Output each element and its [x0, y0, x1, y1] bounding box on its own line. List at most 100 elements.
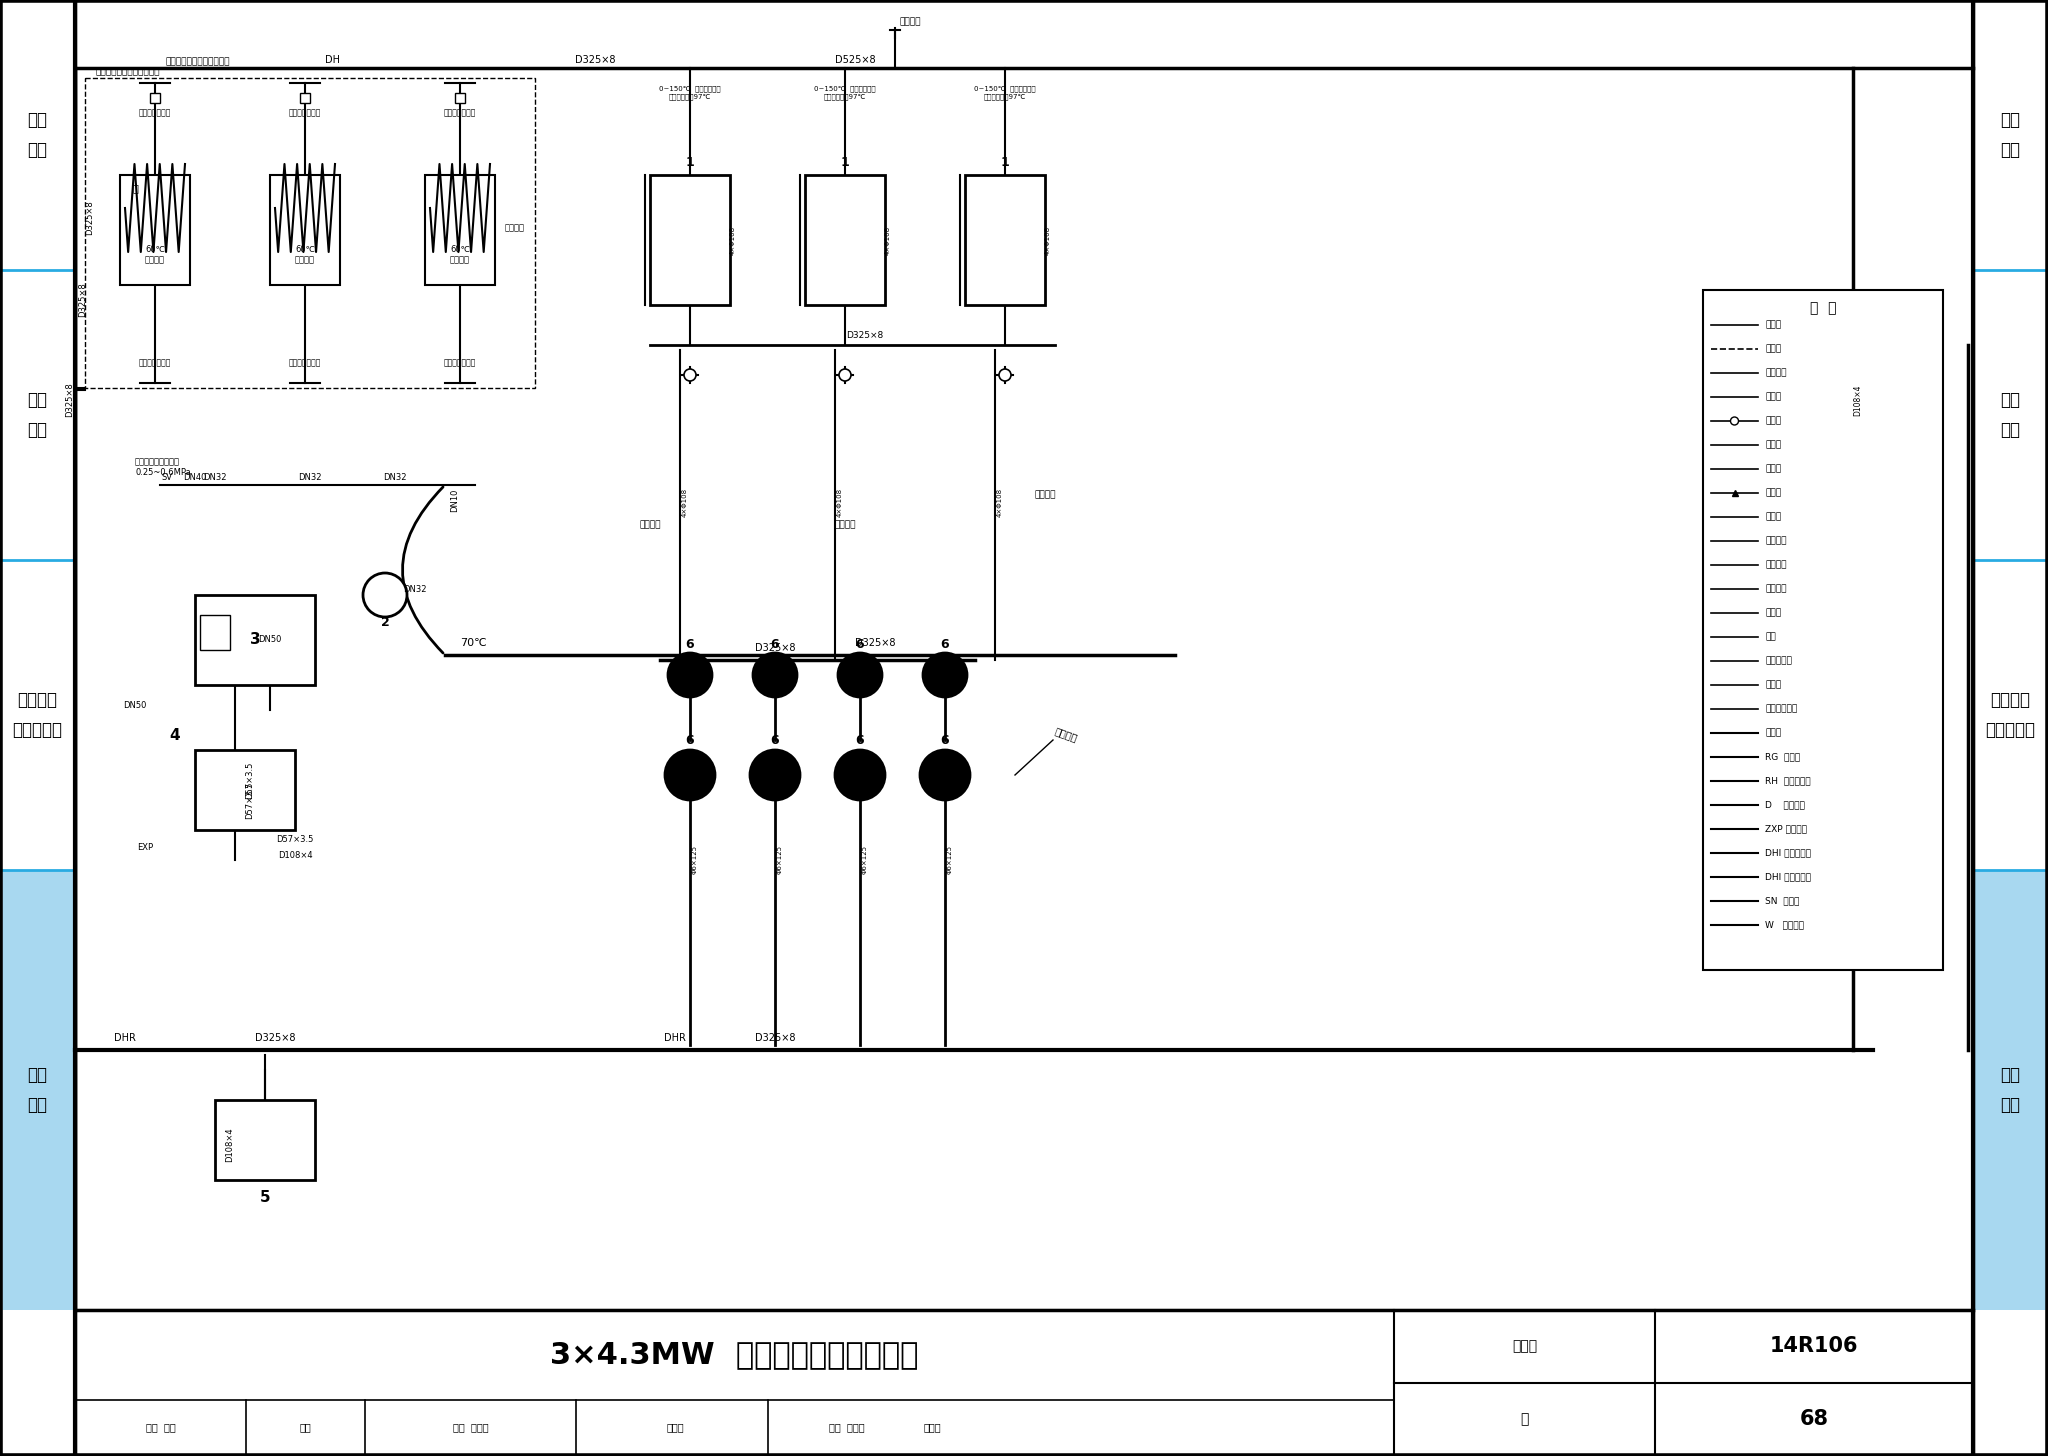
Text: D325×8: D325×8 — [86, 201, 94, 236]
Text: Φ6×125: Φ6×125 — [946, 846, 952, 875]
Text: D108×4: D108×4 — [279, 850, 311, 859]
Text: 输入热水: 输入热水 — [639, 520, 662, 530]
Text: 工程
实例: 工程 实例 — [2001, 1066, 2021, 1114]
Text: 6: 6 — [940, 639, 950, 651]
Text: DHR: DHR — [115, 1032, 135, 1042]
Text: 输入冷水: 输入冷水 — [1034, 491, 1057, 499]
Bar — [0, 0, 76, 1310]
Bar — [150, 93, 160, 103]
Bar — [121, 175, 190, 285]
Text: Φ6×125: Φ6×125 — [776, 846, 782, 875]
Circle shape — [666, 750, 715, 799]
Text: 图  例: 图 例 — [1810, 301, 1837, 314]
Text: W   自来水管: W 自来水管 — [1765, 920, 1804, 929]
Text: DN32: DN32 — [403, 585, 426, 594]
Text: D57×3.5: D57×3.5 — [246, 782, 254, 818]
Text: 采暖热水供水管: 采暖热水供水管 — [139, 109, 172, 118]
Text: 68: 68 — [1800, 1409, 1829, 1428]
Bar — [201, 614, 229, 649]
Text: 采暖热水供水管: 采暖热水供水管 — [444, 109, 477, 118]
Text: 温控三通: 温控三通 — [1765, 584, 1786, 594]
Text: 4×Φ108: 4×Φ108 — [997, 488, 1004, 517]
Text: 6: 6 — [770, 639, 780, 651]
Text: 页: 页 — [1520, 1412, 1528, 1425]
Text: DN40: DN40 — [184, 473, 207, 482]
Circle shape — [754, 652, 797, 697]
Text: 14R106: 14R106 — [1769, 1337, 1858, 1356]
Text: D325×8: D325×8 — [575, 55, 614, 66]
Text: 温控二通: 温控二通 — [1765, 561, 1786, 569]
Text: D325×8: D325×8 — [854, 638, 895, 648]
Text: 设计技术
原则与要点: 设计技术 原则与要点 — [12, 692, 63, 738]
Text: 输入下水: 输入下水 — [1765, 536, 1786, 546]
Text: 4×Φ108: 4×Φ108 — [729, 226, 735, 255]
Text: D325×8: D325×8 — [78, 282, 88, 317]
Text: RH  热水回水管: RH 热水回水管 — [1765, 776, 1810, 785]
Bar — [76, 0, 1972, 1310]
Text: DN32: DN32 — [383, 473, 408, 482]
Text: 相关
术语: 相关 术语 — [2001, 392, 2021, 438]
Circle shape — [999, 368, 1012, 381]
Text: DN50: DN50 — [123, 700, 147, 709]
Text: 6: 6 — [770, 734, 780, 747]
Text: 60℃
热交换器: 60℃ 热交换器 — [295, 245, 315, 264]
Text: SN  软水管: SN 软水管 — [1765, 897, 1800, 906]
Text: DN32: DN32 — [203, 473, 227, 482]
Text: ZXP 膨胀水管: ZXP 膨胀水管 — [1765, 824, 1806, 833]
Text: DHI 热水供水管: DHI 热水供水管 — [1765, 849, 1810, 858]
Text: 6: 6 — [856, 734, 864, 747]
Text: 庄景系: 庄景系 — [924, 1423, 942, 1433]
Text: 校对  毛雅芳: 校对 毛雅芳 — [453, 1423, 489, 1433]
Text: 0~150℃  压力式温度计
锅炉供水温度97℃: 0~150℃ 压力式温度计 锅炉供水温度97℃ — [975, 86, 1036, 100]
Text: 快速排气阀: 快速排气阀 — [1765, 657, 1792, 665]
Text: 编制
说明: 编制 说明 — [2001, 112, 2021, 159]
Text: 间门常开: 间门常开 — [1053, 725, 1079, 743]
Text: 自自来水水总管接来
0.25~0.6MPa: 自自来水水总管接来 0.25~0.6MPa — [135, 457, 190, 476]
Text: D525×8: D525×8 — [836, 55, 874, 66]
Text: 4×Φ108: 4×Φ108 — [885, 226, 891, 255]
Circle shape — [750, 750, 801, 799]
Text: 燃烧内设备台架及联络图纸: 燃烧内设备台架及联络图纸 — [166, 57, 229, 67]
Bar — [426, 175, 496, 285]
Bar — [0, 871, 76, 1310]
Text: D57×3.5: D57×3.5 — [246, 761, 254, 799]
Text: 压力表: 压力表 — [1765, 416, 1782, 425]
Text: 工程
实例: 工程 实例 — [27, 1066, 47, 1114]
Text: 采暖热水回水管: 采暖热水回水管 — [289, 358, 322, 367]
Text: D325×8: D325×8 — [756, 1032, 795, 1042]
Circle shape — [838, 652, 883, 697]
Text: 热交换器: 热交换器 — [506, 224, 524, 233]
Text: D325×8: D325×8 — [66, 383, 74, 418]
Text: D325×8: D325×8 — [254, 1032, 295, 1042]
Text: 6: 6 — [686, 639, 694, 651]
Text: 正退分: 正退分 — [1765, 728, 1782, 738]
Text: D57×3.5: D57×3.5 — [276, 836, 313, 844]
Text: 6: 6 — [686, 734, 694, 747]
Text: EXP: EXP — [137, 843, 154, 853]
Bar — [76, 1310, 1972, 1455]
Text: 模拟控制节阀: 模拟控制节阀 — [1765, 705, 1798, 713]
Text: 毛雅芳: 毛雅芳 — [666, 1423, 684, 1433]
Text: 至排气阀: 至排气阀 — [899, 17, 922, 26]
Circle shape — [362, 574, 408, 617]
Text: 0~150℃  压力式温度计
锅炉供水温度97℃: 0~150℃ 压力式温度计 锅炉供水温度97℃ — [659, 86, 721, 100]
Bar — [1972, 0, 2048, 1310]
Text: 之彦: 之彦 — [299, 1423, 311, 1433]
Text: 采暖热水供水管: 采暖热水供水管 — [289, 109, 322, 118]
Text: 4×Φ108: 4×Φ108 — [838, 488, 844, 517]
Bar — [86, 79, 535, 387]
Text: RG  热水管: RG 热水管 — [1765, 753, 1800, 761]
Text: 安全阀: 安全阀 — [1765, 464, 1782, 473]
Bar — [1972, 871, 2048, 1310]
Text: SV: SV — [162, 473, 172, 482]
Text: 图集号: 图集号 — [1511, 1340, 1536, 1353]
Text: 容水管: 容水管 — [1765, 345, 1782, 354]
Text: 1: 1 — [1001, 156, 1010, 169]
Text: Φ6×125: Φ6×125 — [862, 846, 868, 875]
Text: 输入热水: 输入热水 — [834, 520, 856, 530]
Text: 水位管: 水位管 — [1765, 393, 1782, 402]
Text: DHR: DHR — [664, 1032, 686, 1042]
Text: 3×4.3MW  热水锅炉房热力系统图: 3×4.3MW 热水锅炉房热力系统图 — [551, 1341, 920, 1370]
Text: 截止阀: 截止阀 — [1765, 489, 1782, 498]
Text: 小方回: 小方回 — [1765, 513, 1782, 521]
